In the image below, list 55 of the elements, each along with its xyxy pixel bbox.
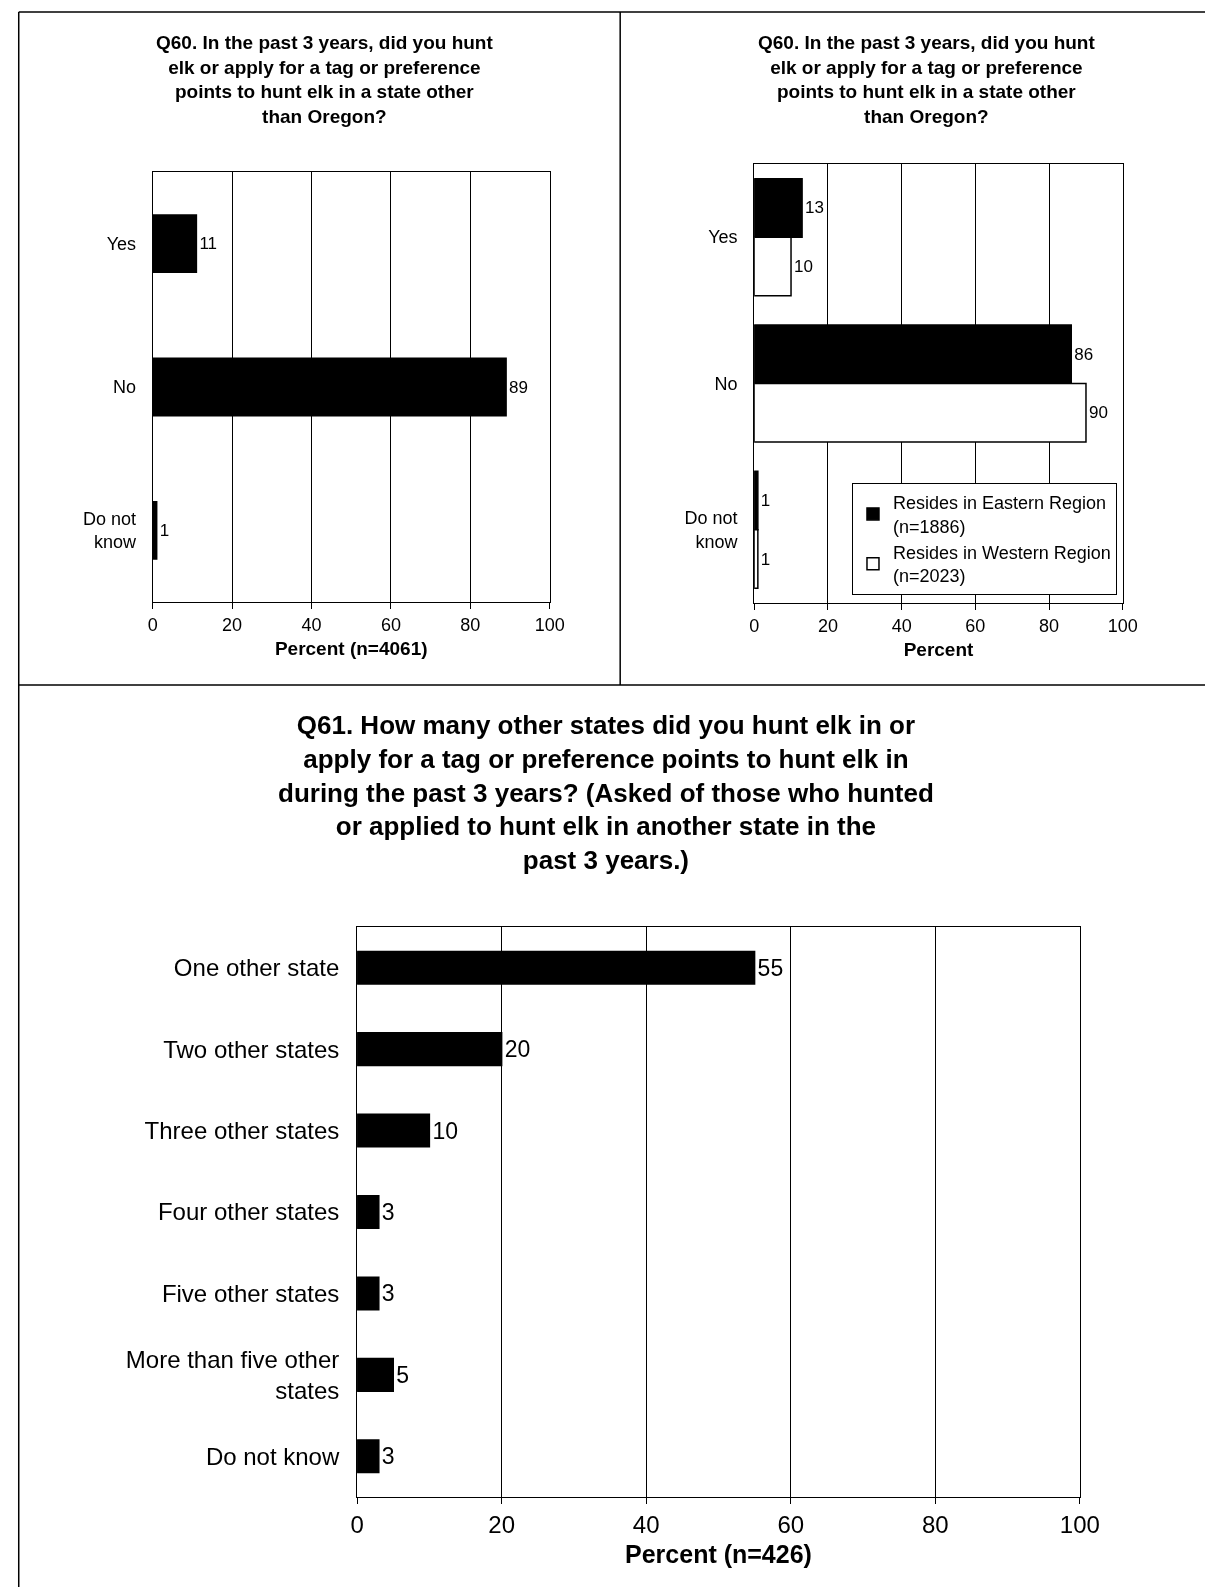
x-tick-label: 60 xyxy=(965,615,986,636)
data-label: 10 xyxy=(794,256,813,276)
x-tick-label: 60 xyxy=(777,1510,805,1538)
y-tick-label: No xyxy=(113,377,137,398)
data-label: 11 xyxy=(199,234,218,254)
data-label: 3 xyxy=(381,1443,395,1470)
x-axis-title: Percent xyxy=(903,639,975,661)
x-tick-label: 80 xyxy=(921,1510,949,1538)
x-tick-label: 40 xyxy=(891,615,912,636)
y-tick-label: Four other states xyxy=(157,1198,340,1226)
x-tick-label: 100 xyxy=(1059,1510,1100,1538)
x-tick-label: 80 xyxy=(460,614,481,635)
data-label: 1 xyxy=(760,549,771,569)
y-tick-label: More than five other states xyxy=(125,1345,340,1404)
y-tick-label: Do not know xyxy=(83,508,138,553)
x-tick-label: 60 xyxy=(380,614,401,635)
x-axis-title: Percent (n=426) xyxy=(625,1539,812,1568)
x-tick-label: 40 xyxy=(632,1510,660,1538)
data-label: 89 xyxy=(509,377,529,397)
data-label: 13 xyxy=(805,198,825,218)
legend-label: Resides in Eastern Region (n=1886) xyxy=(892,493,1107,537)
data-label: 5 xyxy=(396,1361,410,1388)
x-tick-label: 40 xyxy=(301,614,322,635)
legend-label: Resides in Western Region (n=2023) xyxy=(892,543,1111,587)
x-tick-label: 100 xyxy=(1107,615,1138,636)
x-tick-label: 20 xyxy=(222,614,243,635)
y-tick-label: No xyxy=(714,373,738,394)
data-label: 10 xyxy=(432,1117,458,1144)
data-label: 3 xyxy=(381,1199,395,1225)
y-tick-label: Five other states xyxy=(161,1279,340,1307)
data-label: 90 xyxy=(1088,403,1108,423)
y-tick-label: Do not know xyxy=(684,508,739,552)
chart-title: Q60. In the past 3 years, did you hunt elk or apply for a tag or preference points to hunt elk in a state other than Oregon? xyxy=(758,32,1096,128)
y-tick-label: Do not know xyxy=(205,1442,340,1470)
data-label: 86 xyxy=(1074,344,1094,364)
data-label: 55 xyxy=(757,954,784,981)
chart-title: Q60. In the past 3 years, did you hunt elk or apply for a tag or preference points to hunt elk in a state other than Oregon? xyxy=(156,32,494,128)
chart-title: Q61. How many other states did you hunt elk in or apply for a tag or preference points to hunt elk in during the past 3 years? (Asked of those who hunted or applied to hunt elk in another state in the past 3 years.) xyxy=(278,710,934,876)
x-tick-label: 0 xyxy=(350,1510,364,1538)
y-tick-label: One other state xyxy=(173,954,340,982)
x-axis-title: Percent (n=4061) xyxy=(274,638,428,660)
x-tick-label: 100 xyxy=(534,614,565,635)
x-tick-label: 20 xyxy=(488,1510,515,1538)
data-label: 3 xyxy=(381,1280,395,1307)
data-label: 1 xyxy=(159,520,170,540)
x-tick-label: 0 xyxy=(749,615,760,636)
x-tick-label: 80 xyxy=(1039,615,1060,636)
y-tick-label: Yes xyxy=(106,233,137,254)
data-label: 1 xyxy=(760,491,771,511)
y-tick-label: Three other states xyxy=(144,1116,340,1144)
y-tick-label: Two other states xyxy=(163,1035,340,1063)
data-label: 20 xyxy=(504,1036,531,1063)
y-tick-label: Yes xyxy=(708,227,738,248)
x-tick-label: 0 xyxy=(147,614,158,635)
x-tick-label: 20 xyxy=(817,615,838,636)
